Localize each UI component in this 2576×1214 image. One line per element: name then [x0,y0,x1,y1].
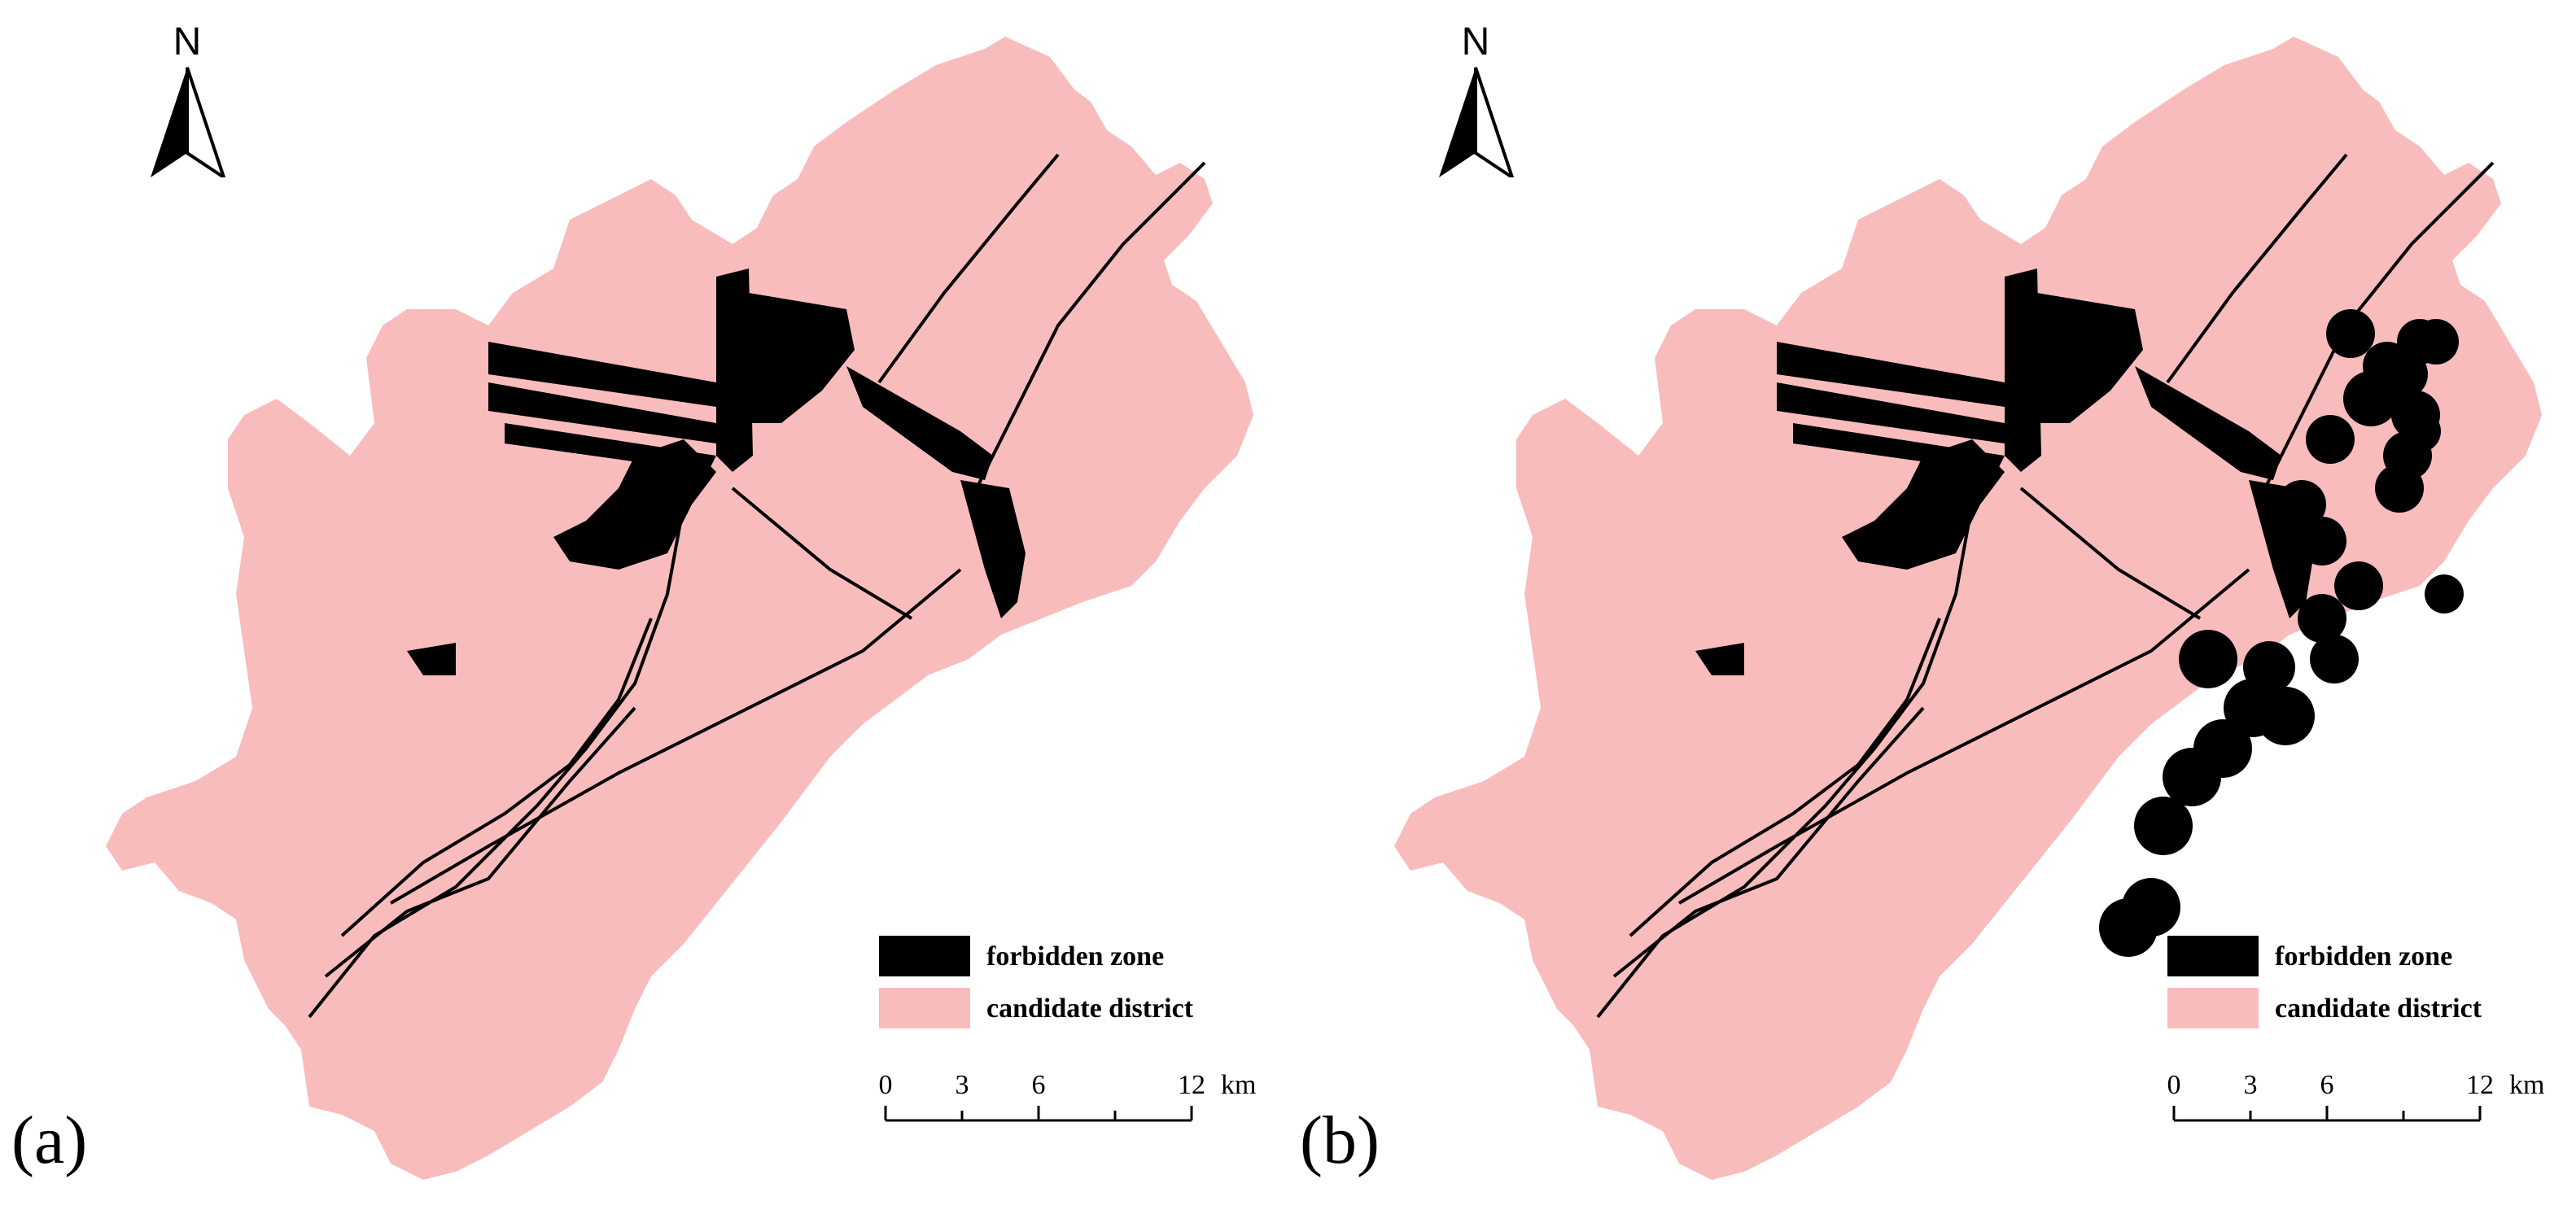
legend-item-candidate-district: candidate district [879,988,1270,1032]
road-network [308,153,1206,1019]
legend-label: forbidden zone [986,941,1165,972]
candidate-district-area [106,37,1253,1180]
map-canvas-b [1394,37,2542,1180]
legend-swatch [879,936,970,976]
legend-item-forbidden-zone: forbidden zone [2167,936,2558,980]
forbidden-zone-area [1695,269,2464,957]
panel-label-b: (b) [1300,1103,1380,1178]
legend-item-forbidden-zone: forbidden zone [879,936,1270,980]
legend-label: candidate district [2275,993,2482,1024]
scale-tick-label: 12 [2466,1070,2494,1100]
road-network [1596,153,2495,1019]
legend-label: candidate district [986,993,1194,1024]
scale-bar: 0 3 6 12 km [863,1070,1286,1135]
north-arrow-icon [151,67,226,177]
map-panel-a: N forbidden zone candidate district 0 3 … [11,23,1286,1180]
scale-tick-label: 6 [1031,1070,1046,1100]
scale-unit: km [2509,1070,2545,1100]
north-letter: N [1461,20,1490,63]
legend-swatch [879,988,970,1028]
scale-tick-label: 3 [955,1070,969,1100]
panel-label-a: (a) [11,1103,88,1178]
north-arrow: N [1427,23,1524,177]
legend-item-candidate-district: candidate district [2167,988,2558,1032]
legend-swatch [2167,936,2259,976]
scale-tick-label: 12 [1178,1070,1205,1100]
north-arrow: N [138,23,236,177]
scale-tick-label: 0 [2167,1070,2181,1100]
candidate-district-area [1394,37,2542,1180]
map-panel-b: N forbidden zone candidate district 0 3 … [1288,0,2576,1214]
legend: forbidden zone candidate district [2167,936,2558,1042]
north-arrow-icon [1439,67,1515,177]
legend-label: forbidden zone [2275,941,2453,972]
legend-swatch [2167,988,2259,1028]
scale-tick-label: 3 [2243,1070,2258,1100]
scale-bar-graphic [884,1106,1193,1122]
map-canvas-a [106,37,1253,1180]
north-letter: N [173,20,202,63]
scale-bar-graphic [2172,1106,2482,1122]
scale-unit: km [1221,1070,1257,1100]
scale-bar: 0 3 6 12 km [2151,1070,2574,1135]
forbidden-zone-area [407,269,1026,675]
legend: forbidden zone candidate district [879,936,1270,1042]
scale-tick-label: 0 [878,1070,893,1100]
scale-tick-label: 6 [2320,1070,2334,1100]
